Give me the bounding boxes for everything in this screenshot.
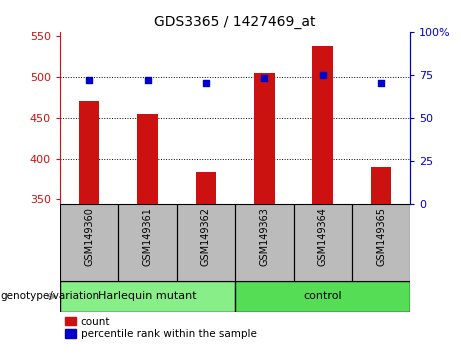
Bar [79,101,100,204]
Point [85,77,93,83]
Bar [137,114,158,204]
Text: GSM149361: GSM149361 [142,207,153,266]
Text: GSM149363: GSM149363 [259,207,269,266]
Bar [235,204,294,281]
Text: GSM149365: GSM149365 [376,207,386,267]
Point [144,77,151,83]
Bar [177,204,235,281]
Bar [60,204,118,281]
Point [260,75,268,81]
Bar [313,46,333,204]
Bar [60,281,235,312]
Bar [118,204,177,281]
Text: GSM149362: GSM149362 [201,207,211,267]
Bar [352,204,410,281]
Point [378,81,385,86]
Bar [195,172,216,204]
Bar [371,167,391,204]
Point [202,81,210,86]
Text: genotype/variation: genotype/variation [0,291,99,302]
Bar [294,204,352,281]
Text: GSM149360: GSM149360 [84,207,94,266]
Text: control: control [303,291,342,302]
Point [319,72,326,78]
Bar [235,281,410,312]
Text: GSM149364: GSM149364 [318,207,328,266]
Bar [254,73,275,204]
Legend: count, percentile rank within the sample: count, percentile rank within the sample [65,317,257,339]
Title: GDS3365 / 1427469_at: GDS3365 / 1427469_at [154,16,316,29]
Text: Harlequin mutant: Harlequin mutant [98,291,197,302]
